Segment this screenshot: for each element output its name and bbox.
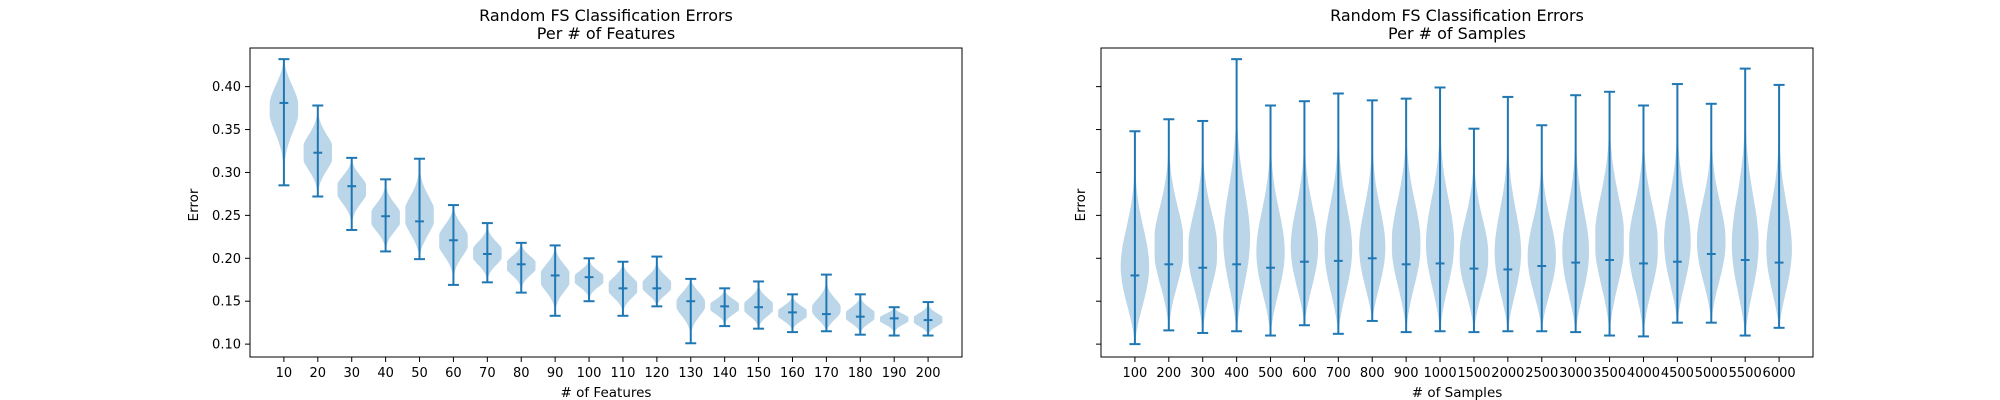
x-tick-label: 1500 xyxy=(1457,366,1490,381)
y-tick-label: 0.10 xyxy=(212,338,241,353)
x-axis-label: # of Samples xyxy=(1412,385,1503,400)
x-tick-label: 100 xyxy=(1122,366,1147,381)
x-tick-label: 600 xyxy=(1292,366,1317,381)
x-tick-label: 6000 xyxy=(1763,366,1796,381)
x-tick-label: 100 xyxy=(577,366,602,381)
plot-frame xyxy=(1100,47,1814,358)
chart-subtitle: Per # of Features xyxy=(537,24,675,43)
chart-title: Random FS Classification Errors xyxy=(479,6,733,25)
x-tick-label: 4500 xyxy=(1661,366,1694,381)
x-tick-label: 120 xyxy=(644,366,669,381)
x-tick-label: 130 xyxy=(678,366,703,381)
x-tick-label: 190 xyxy=(882,366,907,381)
y-tick-label: 0.15 xyxy=(212,295,241,310)
x-tick-label: 60 xyxy=(445,366,462,381)
y-tick-label: 0.25 xyxy=(212,209,241,224)
x-tick-label: 200 xyxy=(916,366,941,381)
x-tick-label: 800 xyxy=(1360,366,1385,381)
x-tick-label: 80 xyxy=(513,366,530,381)
x-tick-label: 20 xyxy=(310,366,327,381)
x-tick-label: 4000 xyxy=(1627,366,1660,381)
chart-subtitle: Per # of Samples xyxy=(1388,24,1526,43)
x-tick-label: 140 xyxy=(712,366,737,381)
x-tick-label: 10 xyxy=(276,366,293,381)
chart-title: Random FS Classification Errors xyxy=(1330,6,1584,25)
y-tick-label: 0.35 xyxy=(212,123,241,138)
x-tick-label: 300 xyxy=(1190,366,1215,381)
x-tick-label: 90 xyxy=(547,366,564,381)
x-tick-label: 5500 xyxy=(1729,366,1762,381)
x-tick-label: 500 xyxy=(1258,366,1283,381)
y-axis-label: Error xyxy=(186,188,202,221)
x-tick-label: 1000 xyxy=(1424,366,1457,381)
x-tick-label: 200 xyxy=(1156,366,1181,381)
x-tick-label: 2500 xyxy=(1525,366,1558,381)
x-tick-label: 3000 xyxy=(1559,366,1592,381)
x-axis-label: # of Features xyxy=(561,385,652,400)
x-tick-label: 70 xyxy=(479,366,496,381)
x-tick-label: 110 xyxy=(611,366,636,381)
x-tick-label: 40 xyxy=(377,366,394,381)
x-tick-label: 700 xyxy=(1326,366,1351,381)
x-tick-label: 900 xyxy=(1394,366,1419,381)
y-axis-label: Error xyxy=(1073,188,1089,221)
x-tick-label: 150 xyxy=(746,366,771,381)
x-tick-label: 2000 xyxy=(1491,366,1524,381)
x-tick-label: 5000 xyxy=(1695,366,1728,381)
x-tick-label: 30 xyxy=(343,366,360,381)
plot-frame xyxy=(249,47,963,358)
y-tick-label: 0.40 xyxy=(212,80,241,95)
x-tick-label: 170 xyxy=(814,366,839,381)
x-tick-label: 400 xyxy=(1224,366,1249,381)
x-tick-label: 160 xyxy=(780,366,805,381)
x-tick-label: 50 xyxy=(411,366,428,381)
x-tick-label: 180 xyxy=(848,366,873,381)
y-tick-label: 0.20 xyxy=(212,252,241,267)
y-tick-label: 0.30 xyxy=(212,166,241,181)
x-tick-label: 3500 xyxy=(1593,366,1626,381)
